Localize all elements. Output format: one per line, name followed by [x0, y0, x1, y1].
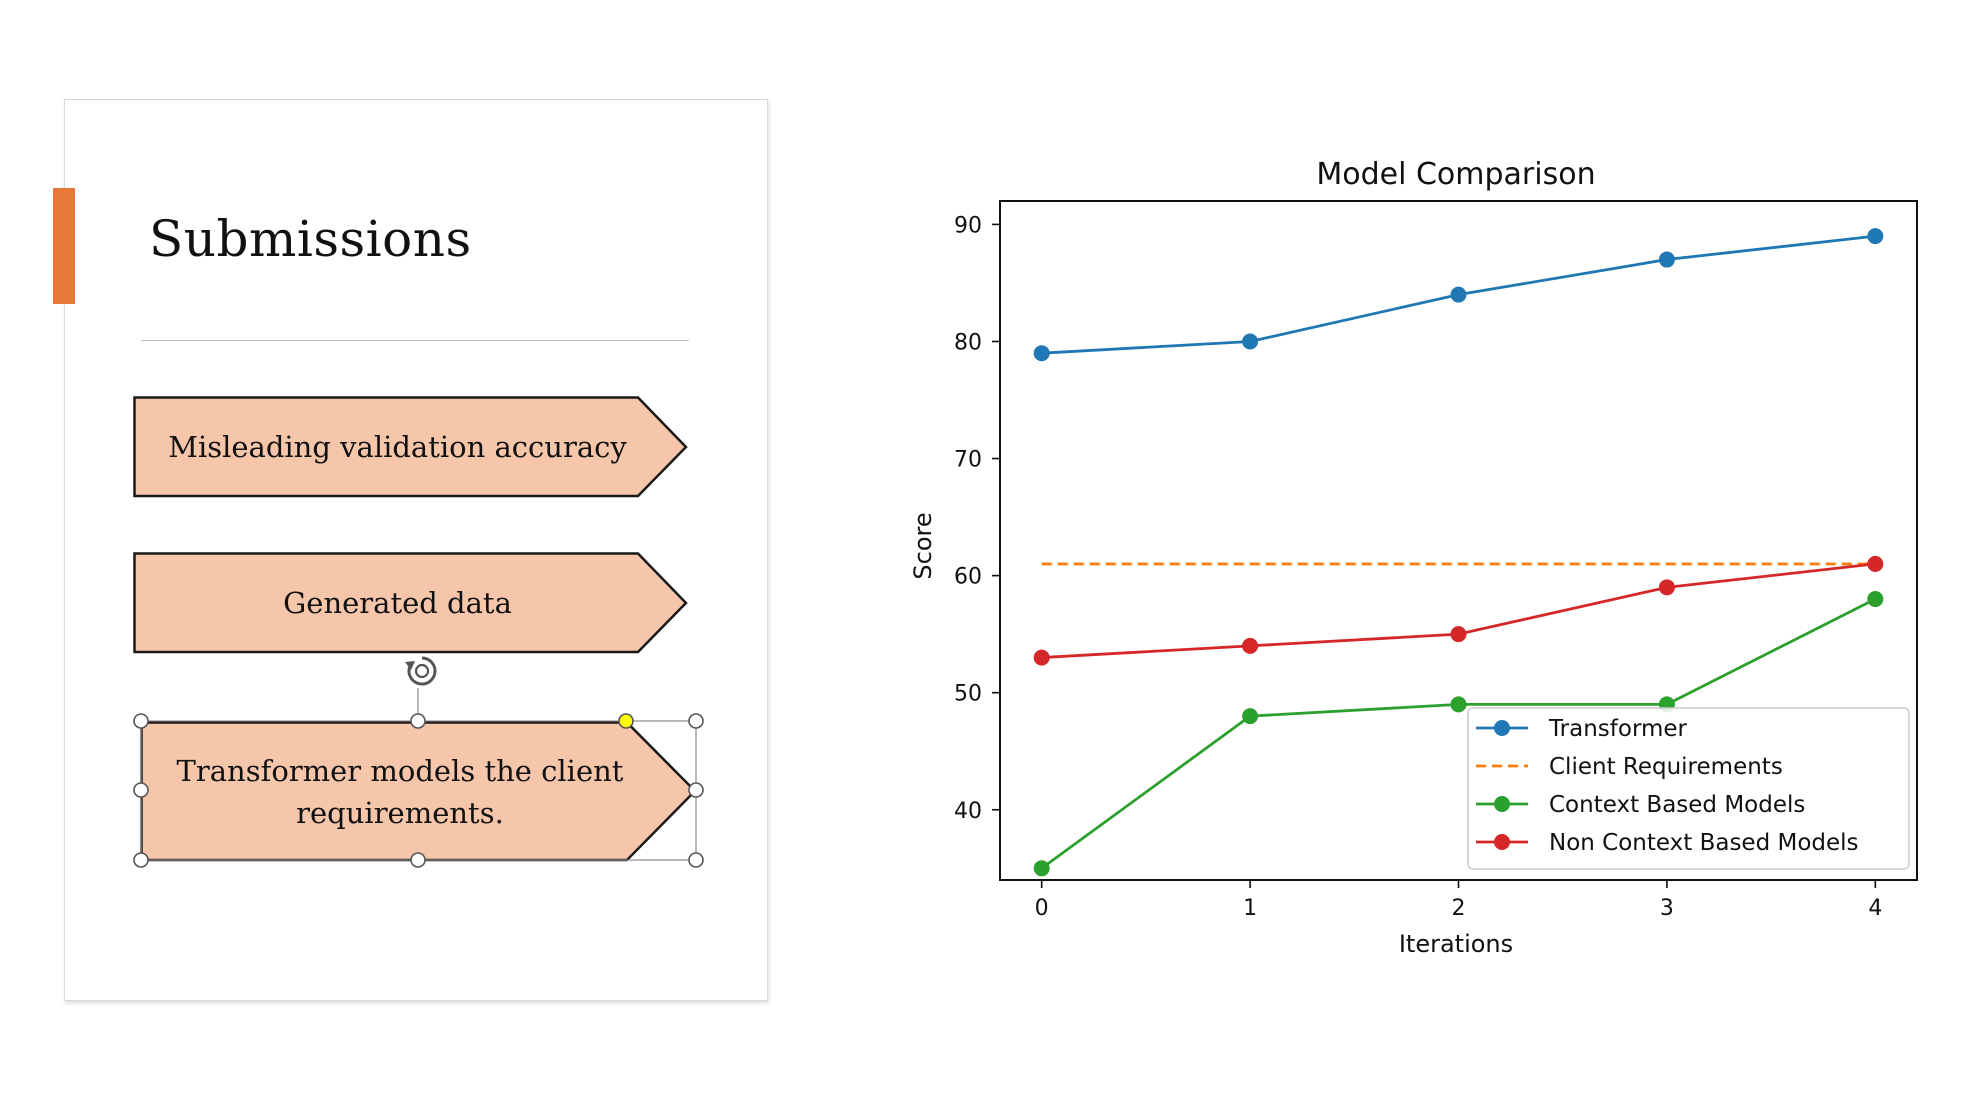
y-tick-label: 70	[954, 448, 982, 473]
series-3-point	[1658, 579, 1675, 596]
y-tick-label: 50	[954, 682, 982, 707]
series-2-point	[1450, 696, 1467, 713]
series-2-point	[1242, 708, 1259, 725]
arrow-shape-2[interactable]	[133, 552, 693, 654]
title-divider	[141, 340, 689, 341]
shape-adjust-handle[interactable]	[618, 713, 634, 729]
series-0-point	[1658, 251, 1675, 268]
legend-marker	[1494, 834, 1510, 850]
series-3-point	[1450, 626, 1467, 643]
x-axis-label: Iterations	[1399, 930, 1513, 958]
resize-handle-bottom[interactable]	[410, 852, 426, 868]
series-3-point	[1242, 637, 1259, 654]
x-tick-label: 2	[1452, 896, 1466, 921]
y-tick-label: 60	[954, 565, 982, 590]
x-tick-label: 0	[1035, 896, 1049, 921]
y-tick-label: 90	[954, 213, 982, 238]
series-line-3	[1041, 562, 1876, 659]
chart-legend: Transformer Client Requirements Context Ba…	[1467, 707, 1910, 870]
legend-marker	[1494, 796, 1510, 812]
y-tick-label: 40	[954, 799, 982, 824]
legend-box	[1467, 707, 1910, 870]
series-2-point	[1033, 860, 1050, 877]
series-0-point	[1242, 333, 1259, 350]
rotate-icon[interactable]	[403, 652, 441, 690]
series-3-point	[1033, 649, 1050, 666]
slide-title[interactable]: Submissions	[149, 210, 472, 268]
chart-title: Model Comparison	[1316, 157, 1595, 192]
accent-bar	[53, 188, 75, 304]
y-axis-label: Score	[909, 512, 937, 579]
legend-label: Transformer	[1548, 716, 1688, 742]
y-tick-label: 80	[954, 330, 982, 355]
resize-handle-top[interactable]	[410, 713, 426, 729]
x-tick-label: 1	[1243, 896, 1257, 921]
x-tick-label: 4	[1868, 896, 1882, 921]
plot-area-frame	[999, 200, 1918, 881]
legend-marker	[1494, 720, 1510, 736]
resize-handle-bottom-left[interactable]	[133, 852, 149, 868]
legend-label: Client Requirements	[1549, 754, 1783, 780]
resize-handle-top-left[interactable]	[133, 713, 149, 729]
series-0-point	[1450, 286, 1467, 303]
series-2-point	[1867, 591, 1884, 608]
arrow-label-2: Generated data	[283, 586, 512, 620]
x-tick-label: 3	[1660, 896, 1674, 921]
resize-handle-right[interactable]	[688, 782, 704, 798]
series-3-point	[1867, 555, 1884, 572]
arrow-label-1: Misleading validation accuracy	[168, 430, 627, 464]
legend-label: Non Context Based Models	[1549, 830, 1859, 856]
resize-handle-left[interactable]	[133, 782, 149, 798]
series-0-point	[1033, 345, 1050, 362]
arrow-shape-1[interactable]	[133, 396, 693, 498]
resize-handle-top-right[interactable]	[688, 713, 704, 729]
legend-label: Context Based Models	[1549, 792, 1805, 818]
resize-handle-bottom-right[interactable]	[688, 852, 704, 868]
series-0-point	[1867, 228, 1884, 245]
